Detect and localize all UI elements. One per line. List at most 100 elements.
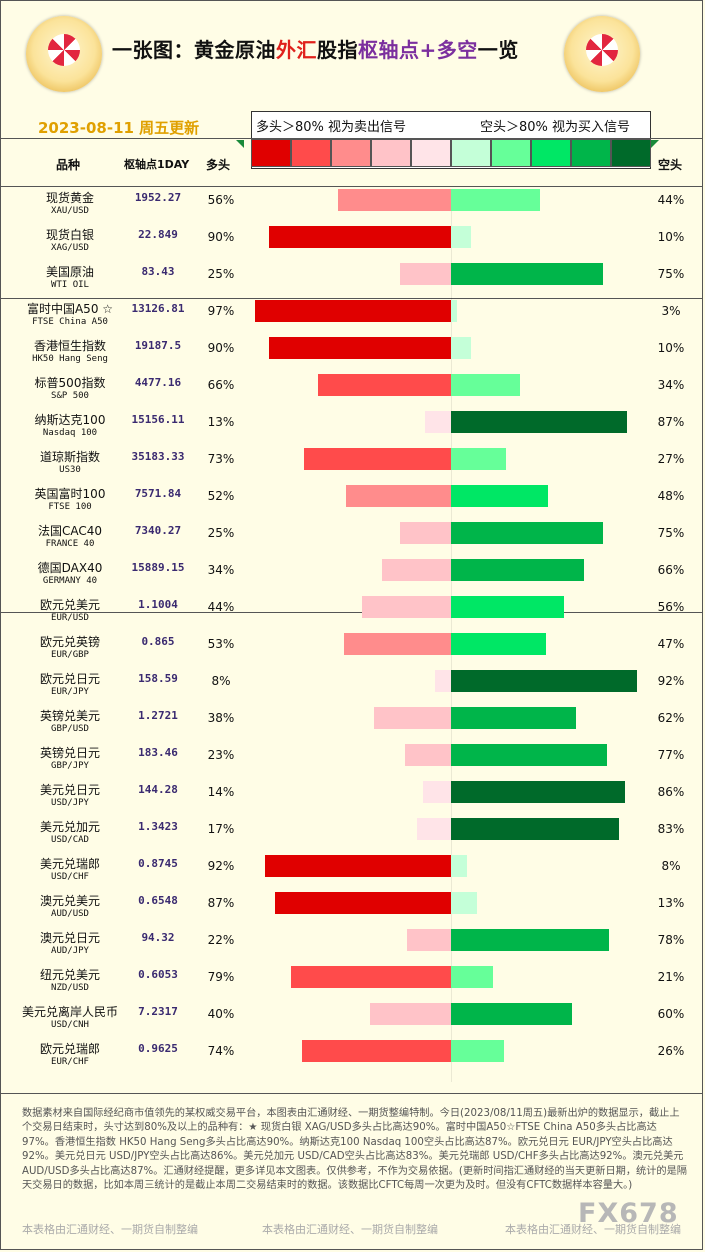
separator-line <box>0 298 703 299</box>
short-percent-label: 62% <box>657 711 685 725</box>
legend-swatch <box>371 139 411 167</box>
long-percent-label: 25% <box>207 267 235 281</box>
instrument-name: 纽元兑美元 <box>39 968 100 982</box>
pivot-value: 94.32 <box>141 931 175 944</box>
long-percent-label: 22% <box>207 933 235 947</box>
instrument-name: 美元兑日元 <box>39 783 100 797</box>
instrument-code: FRANCE 40 <box>45 539 95 549</box>
instrument-code: NZD/USD <box>51 983 89 993</box>
long-percent-label: 90% <box>207 341 235 355</box>
instrument-code: EUR/JPY <box>51 687 89 697</box>
short-percent-label: 8% <box>661 859 681 873</box>
short-percent-label: 83% <box>657 822 685 836</box>
short-bar <box>451 892 477 914</box>
long-bar <box>400 522 451 544</box>
instrument-name: 欧元兑美元 <box>39 598 100 612</box>
pivot-value: 22.849 <box>138 228 178 241</box>
long-bar <box>400 263 451 285</box>
instrument-name: 美国原油 <box>45 265 94 279</box>
instrument-code: EUR/GBP <box>51 650 89 660</box>
legend-swatch <box>571 139 611 167</box>
short-percent-label: 92% <box>657 674 685 688</box>
instrument-code: EUR/USD <box>51 613 89 623</box>
instrument-name: 美元兑瑞郎 <box>39 857 100 871</box>
long-bar <box>318 374 451 396</box>
pivot-value: 0.6053 <box>138 968 178 981</box>
pivot-value: 35183.33 <box>131 450 185 463</box>
instrument-code: USD/CAD <box>51 835 89 845</box>
pivot-value: 183.46 <box>138 746 178 759</box>
pivot-value: 7571.84 <box>134 487 182 500</box>
instrument-code: FTSE China A50 <box>32 317 108 327</box>
instrument-name: 澳元兑日元 <box>39 931 100 945</box>
short-bar <box>451 1003 572 1025</box>
short-bar <box>451 226 471 248</box>
long-bar <box>338 189 451 211</box>
legend-short-text: 空头＞80% 视为买入信号 <box>480 120 631 135</box>
long-percent-label: 13% <box>207 415 235 429</box>
instrument-code: GBP/USD <box>51 724 89 734</box>
long-percent-label: 87% <box>207 896 235 910</box>
short-percent-label: 87% <box>657 415 685 429</box>
col-header-short: 空头 <box>658 158 683 172</box>
short-percent-label: 60% <box>657 1007 685 1021</box>
legend-swatch <box>451 139 491 167</box>
short-bar <box>451 1040 504 1062</box>
col-header-name: 品种 <box>56 158 81 172</box>
col-header-pivot: 枢轴点1DAY <box>124 158 190 171</box>
short-percent-label: 77% <box>657 748 685 762</box>
instrument-code: Nasdaq 100 <box>42 428 98 438</box>
short-percent-label: 75% <box>657 267 685 281</box>
separator-line <box>0 138 703 139</box>
long-bar <box>407 929 451 951</box>
pivot-value: 0.865 <box>141 635 175 648</box>
page-title: 一张图：黄金原油外汇股指枢轴点+多空一览 <box>112 38 519 62</box>
instrument-name: 美元兑加元 <box>39 820 100 834</box>
long-bar <box>362 596 451 618</box>
instrument-name: 香港恒生指数 <box>33 339 106 353</box>
instrument-code: US30 <box>59 465 81 475</box>
instrument-code: AUD/JPY <box>51 946 89 956</box>
pivot-value: 83.43 <box>141 265 175 278</box>
short-percent-label: 10% <box>657 341 685 355</box>
short-bar <box>451 263 603 285</box>
long-bar <box>304 448 451 470</box>
pivot-value: 13126.81 <box>131 302 185 315</box>
short-bar <box>451 781 625 803</box>
pivot-value: 0.9625 <box>138 1042 178 1055</box>
long-percent-label: 52% <box>207 489 235 503</box>
long-bar <box>344 633 451 655</box>
long-bar <box>417 818 451 840</box>
long-percent-label: 97% <box>207 304 235 318</box>
pivot-value: 0.8745 <box>138 857 178 870</box>
long-bar <box>382 559 451 581</box>
instrument-name: 现货黄金 <box>45 191 94 205</box>
short-percent-label: 13% <box>657 896 685 910</box>
long-bar <box>275 892 451 914</box>
instrument-name: 法国CAC40 <box>37 524 103 538</box>
short-percent-label: 86% <box>657 785 685 799</box>
pivot-value: 1.1004 <box>138 598 178 611</box>
pivot-value: 1952.27 <box>134 191 182 204</box>
long-bar <box>346 485 451 507</box>
instrument-name: 澳元兑美元 <box>39 894 100 908</box>
short-bar <box>451 485 548 507</box>
instrument-code: EUR/CHF <box>51 1057 89 1067</box>
long-percent-label: 73% <box>207 452 235 466</box>
long-percent-label: 40% <box>207 1007 235 1021</box>
col-header-long: 多头 <box>206 158 231 172</box>
legend-swatch <box>331 139 371 167</box>
short-percent-label: 78% <box>657 933 685 947</box>
left-flower-logo-icon <box>26 16 102 92</box>
short-percent-label: 75% <box>657 526 685 540</box>
long-bar <box>302 1040 451 1062</box>
instrument-name: 标普500指数 <box>34 376 106 390</box>
short-bar <box>451 522 603 544</box>
long-percent-label: 17% <box>207 822 235 836</box>
legend-long-text: 多头＞80% 视为卖出信号 <box>256 120 407 135</box>
short-bar <box>451 966 493 988</box>
instrument-name: 纳斯达克100 <box>34 413 106 427</box>
pivot-value: 4477.16 <box>134 376 182 389</box>
separator-line <box>0 612 703 613</box>
